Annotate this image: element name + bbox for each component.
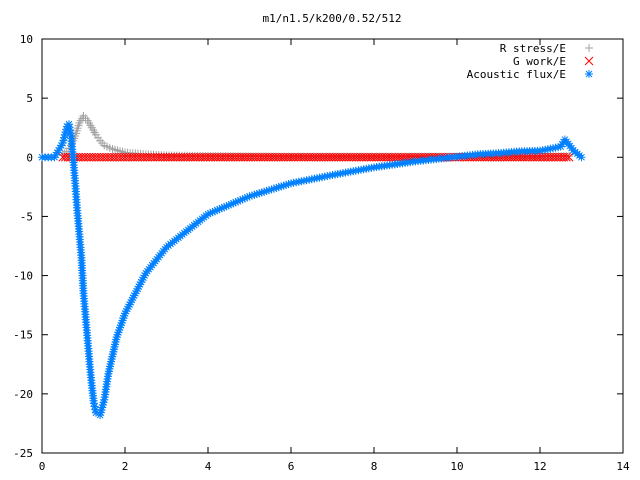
x-tick-label: 12 [533,460,546,473]
y-tick-label: -15 [13,329,33,342]
y-tick-label: -20 [13,388,33,401]
data-point [564,152,574,162]
data-point [541,145,550,154]
legend-label: R stress/E [500,42,566,55]
data-point [60,130,69,139]
y-tick-label: -5 [20,210,33,223]
legend-label: Acoustic flux/E [467,68,566,81]
chart-title: m1/n1.5/k200/0.52/512 [262,12,401,25]
axes: 0 2 4 6 8 10 12 14 10 5 0 -5 -10 -15 -20 -25 [13,33,630,473]
x-tick-label: 8 [371,460,378,473]
data-point [577,153,586,162]
y-tick-label: 10 [20,33,33,46]
legend-marker [585,44,593,52]
x-tick-label: 10 [450,460,463,473]
data-marks [38,111,586,420]
x-tick-label: 0 [39,460,46,473]
data-point [565,152,574,161]
x-tick-label: 6 [288,460,295,473]
y-tick-label: -10 [13,270,33,283]
legend-label: G work/E [513,55,566,68]
legend-marker [584,56,594,66]
y-tick-label: -25 [13,447,33,460]
x-tick-label: 4 [205,460,212,473]
x-tick-label: 14 [616,460,630,473]
data-point [562,152,571,162]
series-acoustic-flux-e [38,120,586,420]
y-tick-label: 0 [26,151,33,164]
y-tick-label: 5 [26,92,33,105]
x-tick-label: 2 [122,460,129,473]
legend-marker [585,70,593,78]
plot-area-border [41,38,624,454]
